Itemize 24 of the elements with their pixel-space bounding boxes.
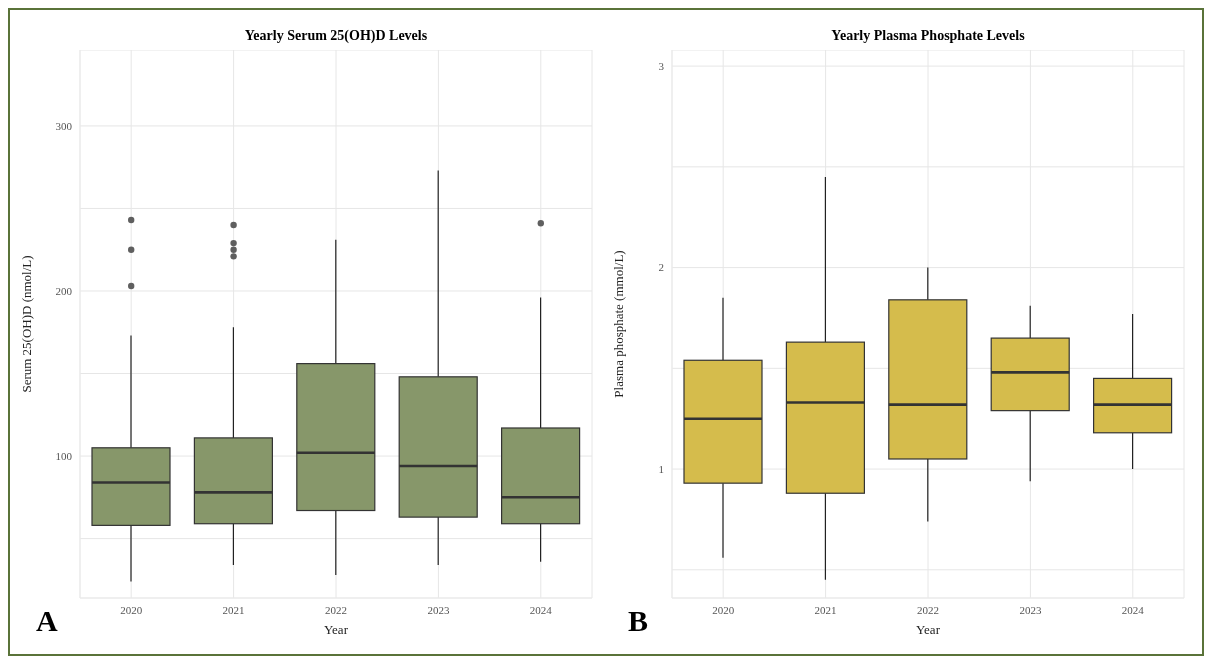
text: B: [628, 604, 649, 638]
x-tick-label: 2020: [712, 603, 735, 616]
y-tick-label: 1: [658, 462, 664, 475]
y-tick-label: 100: [55, 449, 73, 462]
x-tick-label: 2021: [222, 603, 245, 616]
x-tick-label: 2023: [1019, 603, 1042, 616]
chart-title: Yearly Serum 25(OH)D Levels: [243, 27, 429, 45]
x-axis-title: Year: [324, 622, 349, 637]
chart-title: Yearly Plasma Phosphate Levels: [830, 27, 1026, 45]
y-tick-label: 300: [55, 119, 73, 132]
y-tick-label: 2: [658, 261, 664, 274]
y-axis-title: Plasma phosphate (mmol/L): [610, 250, 626, 398]
x-tick-label: 2024: [1121, 603, 1145, 616]
x-tick-label: 2023: [427, 603, 450, 616]
text: A: [36, 604, 58, 638]
y-tick-label: 3: [658, 60, 665, 73]
x-tick-label: 2022: [325, 603, 347, 616]
x-tick-label: 2021: [814, 603, 837, 616]
x-tick-label: 2020: [120, 603, 143, 616]
x-axis-title: Year: [916, 622, 941, 637]
y-axis-title: Serum 25(OH)D (nmol/L): [18, 255, 34, 393]
x-tick-label: 2024: [529, 603, 553, 616]
x-tick-label: 2022: [917, 603, 939, 616]
y-tick-label: 200: [55, 284, 73, 297]
